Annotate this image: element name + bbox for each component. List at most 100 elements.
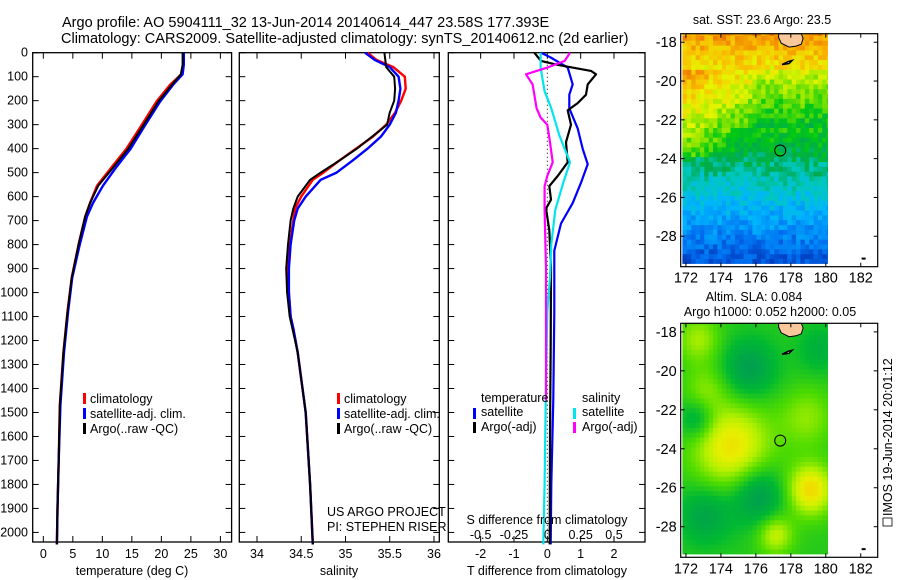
sst-cell (713, 195, 718, 201)
sst-cell (774, 127, 779, 133)
sst-cell (743, 239, 749, 245)
sst-cell (748, 258, 753, 264)
sla-cell (686, 529, 692, 535)
sst-cell (734, 79, 740, 85)
sst-cell (809, 185, 814, 192)
sla-cell (743, 359, 749, 365)
sst-cell (791, 69, 797, 75)
sst-cell (708, 117, 714, 124)
sst-cell (817, 176, 823, 182)
sla-cell (826, 407, 828, 414)
sst-cell (730, 229, 736, 235)
sla-cell (769, 432, 775, 438)
sla-cell (713, 383, 718, 389)
sst-cell (721, 137, 727, 143)
sst-cell (817, 117, 823, 124)
sla-cell (734, 383, 740, 389)
sla-cell (699, 323, 705, 326)
sst-cell (826, 200, 828, 206)
sst-cell (800, 142, 806, 148)
sla-cell (817, 476, 823, 482)
sst-cell (691, 142, 696, 148)
sst-cell (752, 239, 758, 245)
sst-cell (682, 248, 688, 255)
sst-cell (761, 79, 766, 85)
sst-cell (699, 214, 705, 221)
sla-cell (717, 398, 723, 404)
sst-cell (708, 103, 714, 109)
sla-cell (713, 349, 718, 355)
sla-cell (699, 359, 705, 365)
sla-cell (691, 339, 696, 345)
sst-cell (713, 64, 718, 70)
sst-cell (800, 45, 806, 51)
sst-cell (796, 239, 801, 245)
sla-cell (682, 515, 688, 521)
sla-cell (739, 519, 745, 526)
sla-cell (778, 480, 784, 487)
sst-cell (726, 122, 731, 128)
sst-cell (686, 214, 692, 221)
sla-cell (826, 412, 828, 418)
sla-cell (791, 500, 797, 506)
sla-cell (752, 373, 758, 380)
sst-cell (752, 108, 758, 114)
sla-cell (817, 432, 823, 438)
sla-cell (809, 505, 814, 511)
sst-cell (717, 147, 723, 153)
sla-cell (813, 388, 819, 394)
sla-cell (809, 412, 814, 418)
sst-cell (682, 64, 688, 70)
sst-cell (826, 69, 828, 75)
sla-cell (734, 393, 740, 399)
sst-cell (739, 98, 745, 104)
sla-cell (817, 339, 823, 345)
sst-cell (721, 69, 727, 75)
sst-cell (813, 180, 819, 187)
sst-cell (748, 253, 753, 259)
sla-cell (813, 544, 819, 550)
sst-cell (713, 103, 718, 109)
sst-cell (809, 35, 814, 41)
sst-cell (699, 176, 705, 182)
sst-cell (796, 161, 801, 167)
sst-cell (774, 59, 779, 65)
sla-cell (817, 349, 823, 355)
sst-cell (726, 137, 731, 143)
sla-cell (813, 442, 819, 448)
sla-cell (783, 393, 788, 399)
sla-cell (774, 485, 779, 492)
sst-cell (704, 59, 710, 65)
sla-cell (787, 422, 793, 428)
sst-cell (691, 98, 696, 104)
sst-cell (796, 180, 801, 187)
sla-cell (752, 480, 758, 487)
sla-cell (774, 451, 779, 457)
sla-cell (752, 456, 758, 462)
sla-cell (686, 323, 692, 326)
sla-cell (817, 417, 823, 423)
sst-cell (743, 205, 749, 211)
sst-cell (787, 83, 793, 90)
sla-cell (686, 427, 692, 433)
sla-cell (774, 437, 779, 443)
sla-cell (791, 359, 797, 365)
sla-cell (765, 476, 771, 482)
sst-cell (713, 88, 718, 95)
sst-cell (787, 166, 793, 172)
imos-logo-icon (882, 517, 893, 527)
sst-cell (774, 50, 779, 56)
sst-cell (691, 151, 696, 158)
sla-cell (765, 334, 771, 341)
sst-cell (726, 50, 731, 56)
sst-cell (734, 103, 740, 109)
sla-cell (686, 422, 692, 428)
sst-cell (699, 117, 705, 124)
sla-cell (809, 344, 814, 350)
sla-cell (730, 446, 736, 453)
sst-cell (717, 93, 723, 99)
sla-cell (734, 323, 740, 326)
sla-cell (765, 422, 771, 428)
sla-cell (783, 515, 788, 521)
sst-cell (809, 239, 814, 245)
